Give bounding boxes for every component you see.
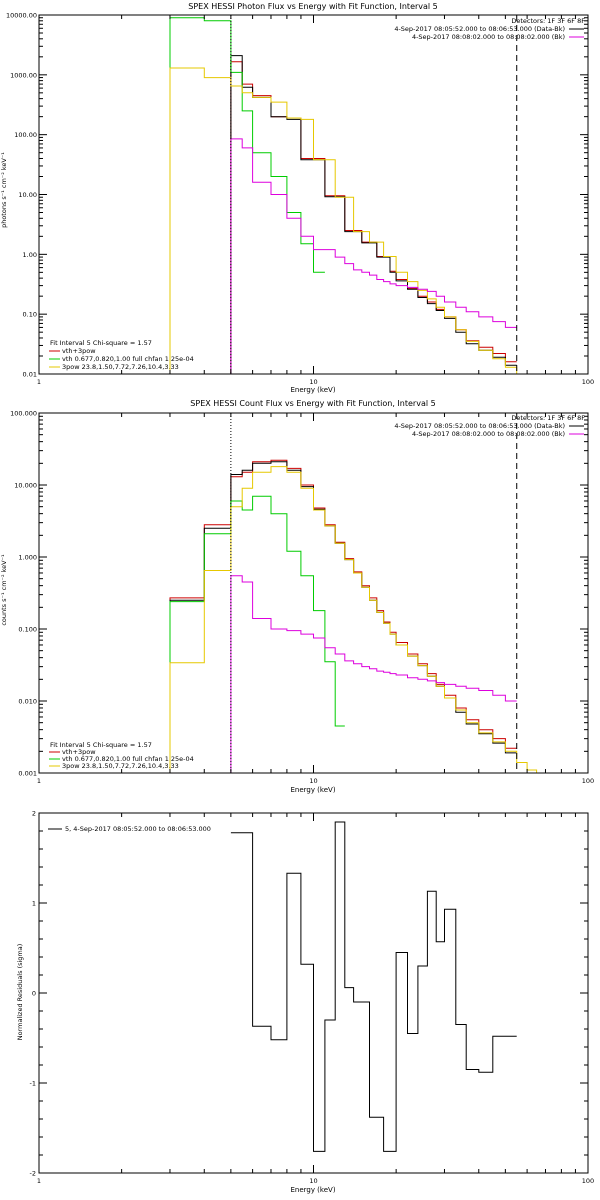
y-tick-label: 1.00 [23, 251, 37, 259]
series-line [169, 67, 528, 374]
series-line [230, 575, 517, 773]
y-axis-label: photons s⁻¹ cm⁻² keV⁻¹ [0, 152, 8, 228]
y-tick-label: 10000.00 [6, 12, 37, 20]
series-line [169, 466, 546, 773]
legend-label: 5, 4-Sep-2017 08:05:52.000 to 08:06:53.0… [65, 825, 211, 833]
series-line [230, 61, 517, 374]
fit-label: vth+3pow [62, 347, 96, 355]
x-tick-label: 100 [582, 378, 594, 386]
photon-flux-panel: SPEX HESSI Photon Flux vs Energy with Fi… [0, 2, 594, 394]
x-tick-label: 10 [309, 378, 317, 386]
y-tick-label: 0.10 [23, 311, 37, 319]
y-tick-label: 0.100 [18, 626, 37, 634]
series-line [169, 495, 345, 773]
y-tick-label: -2 [30, 1170, 36, 1178]
fit-label: vth+3pow [62, 748, 96, 756]
fit-label: Fit Interval 5 Chi-square = 1.57 [50, 339, 152, 347]
count-flux-panel: SPEX HESSI Count Flux vs Energy with Fit… [0, 399, 594, 794]
y-tick-label: 1000.00 [10, 71, 37, 79]
y-tick-label: 1 [32, 900, 36, 908]
y-tick-label: -1 [30, 1080, 36, 1088]
y-tick-label: 10.00 [18, 191, 37, 199]
y-tick-label: 0.01 [23, 371, 37, 379]
y-tick-label: 1.000 [18, 554, 37, 562]
plot-frame [38, 14, 589, 375]
fit-label: Fit Interval 5 Chi-square = 1.57 [50, 741, 152, 749]
y-tick-label: 100.00 [14, 131, 37, 139]
fit-label: vth 0.677,0.820,1.00 full chfan 1.25e-04 [62, 355, 194, 363]
y-tick-label: 0.010 [18, 698, 37, 706]
x-tick-label: 100 [582, 777, 594, 785]
series-line [230, 55, 517, 374]
y-tick-label: 10.000 [14, 482, 37, 490]
y-tick-label: 100.000 [10, 410, 37, 418]
series-line [230, 821, 517, 1152]
x-tick-label: 10 [309, 777, 317, 785]
panel-title: SPEX HESSI Count Flux vs Energy with Fit… [190, 399, 435, 408]
series-line [230, 138, 517, 374]
y-tick-label: 0.001 [18, 770, 37, 778]
x-axis-label: Energy (keV) [290, 386, 335, 394]
x-tick-label: 1 [37, 777, 41, 785]
y-tick-label: 0 [32, 990, 36, 998]
residuals-panel: Energy (keV) Normalized Residuals (sigma… [16, 810, 594, 1195]
x-axis-label: Energy (keV) [290, 786, 335, 794]
fit-label: 3pow 23.8,1.50,7.72,7.26,10.4,3.33 [62, 363, 179, 371]
y-axis-label: counts s⁻¹ cm⁻² keV⁻¹ [0, 554, 8, 626]
panel-title: SPEX HESSI Photon Flux vs Energy with Fi… [188, 2, 438, 11]
x-tick-label: 100 [582, 1177, 594, 1185]
x-axis-label: Energy (keV) [290, 1186, 335, 1194]
series-line [169, 17, 325, 374]
x-tick-label: 10 [309, 1177, 317, 1185]
detectors-label: Detectors: 1F 3F 6F 8F [511, 17, 585, 25]
detectors-label: Detectors: 1F 3F 6F 8F [511, 414, 585, 422]
x-tick-label: 1 [37, 1177, 41, 1185]
legend-data-label: 4-Sep-2017 08:05:52.000 to 08:06:53.000 … [394, 422, 565, 430]
legend-bk-label: 4-Sep-2017 08:08:02.000 to 08:08:02.000 … [412, 430, 565, 438]
legend-bk-label: 4-Sep-2017 08:08:02.000 to 08:08:02.000 … [412, 33, 565, 41]
fit-label: vth 0.677,0.820,1.00 full chfan 1.25e-04 [62, 755, 194, 763]
x-tick-label: 1 [37, 378, 41, 386]
fit-label: 3pow 23.8,1.50,7.72,7.26,10.4,3.33 [62, 762, 179, 770]
y-tick-label: 2 [32, 810, 36, 818]
legend-data-label: 4-Sep-2017 08:05:52.000 to 08:06:53.000 … [394, 25, 565, 33]
y-axis-label: Normalized Residuals (sigma) [16, 944, 24, 1041]
